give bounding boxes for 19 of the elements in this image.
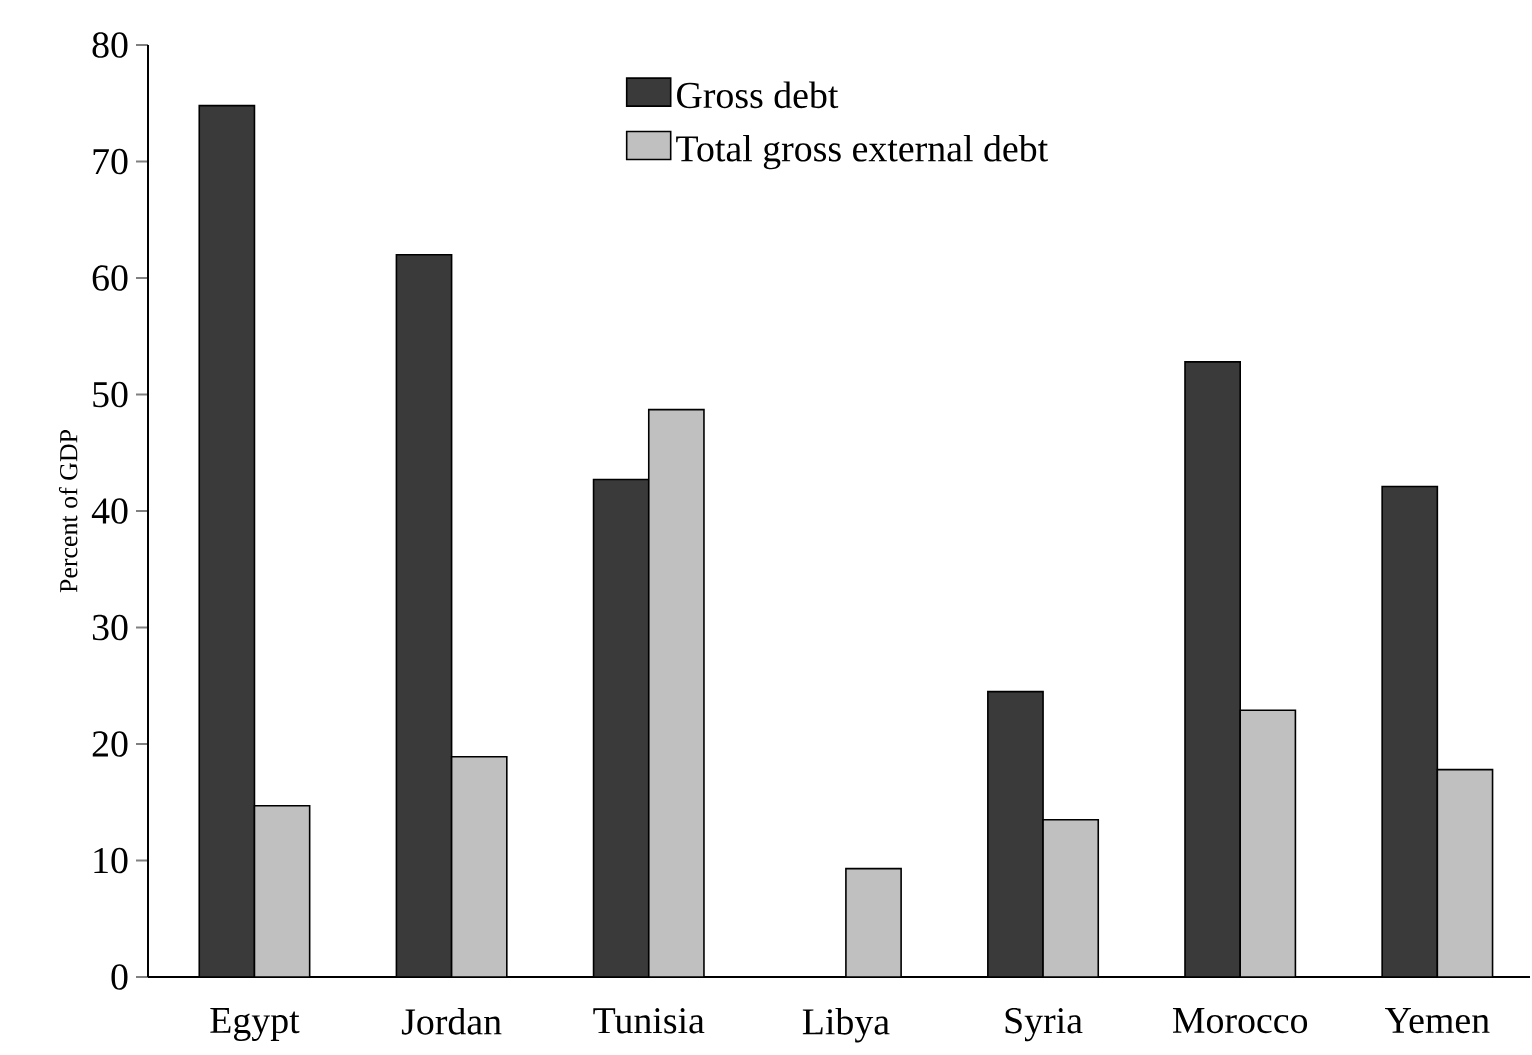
y-tick-label: 0 [111,964,128,990]
y-tick-label: 40 [91,498,128,524]
x-tick-label: Jordan [401,1008,502,1035]
y-axis-title: Percent of GDP [58,430,78,593]
x-tick-label: Syria [1005,1008,1083,1042]
x-tick-label: Yemen [1385,1008,1490,1034]
legend-label: Gross debt [677,81,839,109]
x-tick-label: Tunisia [593,1008,705,1034]
y-tick-label: 10 [94,847,128,874]
y-tick-label: 70 [93,148,128,175]
y-tick-label: 50 [93,381,128,408]
y-tick-label: 30 [92,614,128,641]
y-tick-label: 60 [92,265,128,291]
y-tick-label: 20 [92,731,128,757]
legend-label: Total gross external debt [676,134,1048,170]
y-tick-label: 80 [92,32,128,58]
x-tick-label: Egypt [210,1008,300,1041]
x-tick-label: Morocco [1172,1008,1308,1034]
x-tick-label: Libya [802,1008,890,1043]
